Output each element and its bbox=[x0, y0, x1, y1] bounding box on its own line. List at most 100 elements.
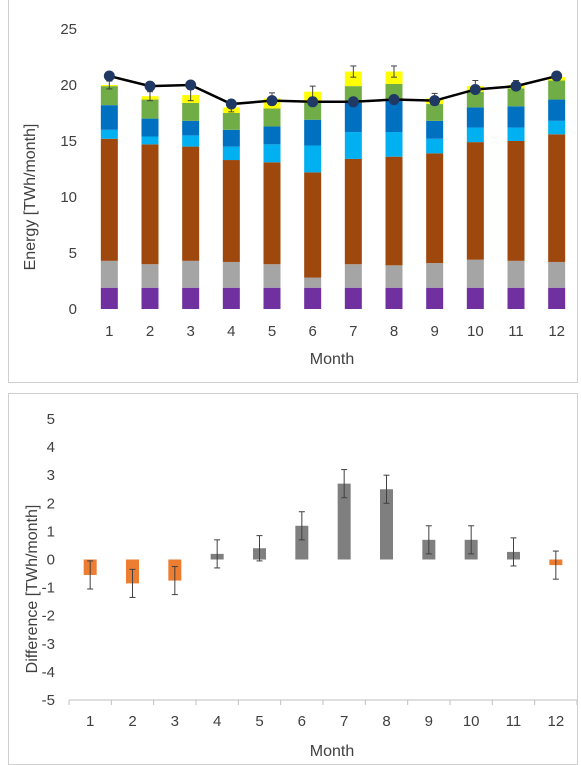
energy-line-marker bbox=[429, 95, 441, 107]
difference-x-tick-label: 7 bbox=[340, 713, 348, 730]
energy-bar-segment bbox=[141, 118, 159, 137]
difference-x-tick-label: 9 bbox=[425, 713, 433, 730]
energy-bar-segment bbox=[100, 287, 118, 309]
energy-bar-segment bbox=[100, 138, 118, 261]
difference-y-tick-label: -3 bbox=[42, 636, 55, 653]
energy-line-marker bbox=[144, 80, 156, 92]
energy-line-marker bbox=[185, 79, 197, 91]
energy-y-tick-label: 10 bbox=[60, 189, 77, 206]
energy-x-axis-title: Month bbox=[310, 351, 354, 368]
difference-error-bar bbox=[510, 537, 517, 567]
energy-bar-segment bbox=[426, 153, 444, 264]
difference-error-bar bbox=[256, 535, 263, 562]
difference-error-bar bbox=[214, 539, 221, 569]
energy-bar-segment bbox=[263, 108, 281, 127]
energy-chart-panel: 0 5 10 15 20 25 1 2 3 4 5 6 7 8 9 10 11 12 Month Energy … bbox=[8, 0, 578, 383]
energy-bar-segment bbox=[507, 106, 525, 128]
difference-bar bbox=[295, 525, 309, 560]
energy-bar-segment bbox=[426, 120, 444, 139]
energy-bar-segment bbox=[385, 156, 403, 266]
energy-bar-segment bbox=[466, 287, 484, 309]
energy-bar-segment bbox=[222, 146, 240, 161]
energy-bar-segment bbox=[548, 120, 566, 135]
energy-bar-segment bbox=[182, 260, 200, 288]
energy-bar-segment bbox=[426, 104, 444, 121]
energy-y-tick-label: 25 bbox=[60, 21, 77, 38]
energy-bar-segment bbox=[466, 142, 484, 260]
energy-bar-segment bbox=[548, 80, 566, 100]
energy-bar-segment bbox=[304, 287, 322, 309]
energy-bar-segment bbox=[304, 277, 322, 288]
difference-y-tick-label: -2 bbox=[42, 608, 55, 625]
energy-bar-segment bbox=[182, 135, 200, 147]
energy-bar-segment bbox=[548, 261, 566, 288]
difference-y-tick-label: -5 bbox=[42, 692, 55, 709]
energy-x-tick-label: 1 bbox=[105, 323, 113, 340]
energy-error-bar bbox=[350, 65, 357, 78]
energy-bar-segment bbox=[263, 144, 281, 163]
difference-bar bbox=[337, 483, 351, 560]
energy-bar-segment bbox=[507, 141, 525, 261]
energy-bar-segment bbox=[141, 99, 159, 119]
energy-bar-segment bbox=[222, 160, 240, 262]
difference-error-bar bbox=[341, 469, 348, 499]
energy-bar-segment bbox=[385, 265, 403, 288]
difference-x-tick-label: 11 bbox=[506, 713, 522, 730]
energy-line-marker bbox=[347, 96, 359, 108]
energy-bar-segment bbox=[304, 172, 322, 278]
energy-total-line bbox=[109, 74, 557, 106]
difference-error-bar bbox=[129, 568, 136, 598]
energy-bar-segment bbox=[548, 134, 566, 262]
energy-x-tick-label: 3 bbox=[186, 323, 194, 340]
energy-x-tick-label: 5 bbox=[268, 323, 276, 340]
energy-line-marker bbox=[103, 70, 115, 82]
energy-x-tick-label: 11 bbox=[508, 323, 524, 340]
energy-bar-segment bbox=[507, 127, 525, 141]
energy-x-tick-label: 12 bbox=[548, 323, 565, 340]
energy-bar-segment bbox=[222, 129, 240, 147]
difference-x-tick-label: 1 bbox=[86, 713, 94, 730]
difference-x-tick-label: 10 bbox=[463, 713, 480, 730]
energy-bar-segment bbox=[222, 287, 240, 309]
energy-bar-segment bbox=[222, 113, 240, 130]
energy-bar-segment bbox=[100, 260, 118, 288]
difference-x-tick-label: 8 bbox=[382, 713, 390, 730]
difference-x-tick-label: 4 bbox=[213, 713, 221, 730]
energy-x-tick-label: 9 bbox=[430, 323, 438, 340]
difference-error-bar bbox=[425, 525, 432, 555]
energy-bar-segment bbox=[548, 99, 566, 121]
energy-x-tick-label: 6 bbox=[308, 323, 316, 340]
difference-error-bar bbox=[171, 566, 178, 596]
energy-bar-segment bbox=[344, 264, 362, 288]
energy-bar-segment bbox=[466, 259, 484, 288]
energy-x-tick-label: 7 bbox=[349, 323, 357, 340]
energy-bar-segment bbox=[385, 287, 403, 309]
energy-bar-segment bbox=[507, 260, 525, 288]
difference-bar bbox=[380, 489, 393, 560]
energy-bar-segment bbox=[182, 120, 200, 136]
energy-y-tick-label: 0 bbox=[69, 301, 77, 318]
energy-line-marker bbox=[225, 98, 237, 110]
energy-error-bar bbox=[147, 91, 153, 102]
energy-bar-segment bbox=[263, 162, 281, 265]
energy-bar-segment bbox=[385, 71, 403, 84]
difference-error-bar bbox=[552, 550, 559, 580]
energy-bar-segment bbox=[507, 88, 525, 107]
energy-bar-segment bbox=[385, 132, 403, 157]
energy-bar-segment bbox=[304, 145, 322, 173]
energy-bar-segment bbox=[304, 102, 322, 120]
energy-bar-segment bbox=[182, 146, 200, 261]
energy-x-tick-label: 10 bbox=[467, 323, 484, 340]
energy-line-marker bbox=[510, 80, 522, 92]
energy-bar-segment bbox=[426, 263, 444, 288]
energy-bar-segment bbox=[344, 71, 362, 87]
energy-error-bar bbox=[391, 65, 397, 78]
difference-y-tick-label: 5 bbox=[47, 411, 55, 428]
difference-x-axis-title: Month bbox=[310, 743, 354, 760]
energy-y-tick-label: 5 bbox=[69, 245, 77, 262]
difference-y-tick-label: 0 bbox=[47, 552, 55, 569]
energy-line-marker bbox=[307, 96, 319, 108]
energy-line-marker bbox=[551, 70, 563, 82]
energy-bar-segment bbox=[141, 144, 159, 265]
